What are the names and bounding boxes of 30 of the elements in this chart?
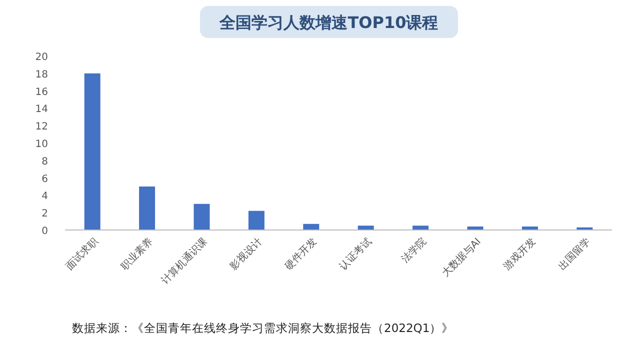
bar	[248, 210, 264, 230]
y-tick-label: 16	[35, 86, 48, 98]
y-tick-label: 20	[35, 52, 48, 63]
bar	[194, 204, 210, 230]
bar	[139, 186, 156, 230]
y-tick-label: 14	[35, 104, 48, 116]
y-tick-label: 8	[42, 156, 48, 168]
bar	[84, 73, 100, 230]
chart-title: 全国学习人数增速TOP10课程	[218, 13, 438, 32]
x-tick-label: 面试求职	[64, 236, 100, 272]
x-tick-label: 游戏开发	[501, 236, 538, 272]
y-tick-label: 6	[42, 174, 48, 185]
bar	[358, 226, 374, 230]
x-tick-label: 计算机通识课	[158, 236, 210, 287]
x-tick-label: 法学院	[398, 236, 429, 266]
y-tick-label: 12	[35, 122, 48, 133]
x-tick-label: 影视设计	[228, 236, 265, 272]
x-tick-label: 职业素养	[118, 236, 156, 272]
x-tick-label: 认证考试	[337, 236, 374, 272]
bar	[303, 224, 320, 230]
y-tick-label: 10	[35, 139, 48, 150]
y-tick-label: 0	[42, 226, 48, 237]
source-note: 数据来源：《全国青年在线终身学习需求洞察大数据报告（2022Q1）》	[72, 321, 454, 335]
y-tick-label: 2	[42, 208, 48, 220]
y-tick-label: 18	[35, 69, 48, 80]
x-tick-label: 大数据与AI	[440, 236, 484, 280]
x-tick-label: 硬件开发	[283, 236, 320, 272]
bar	[412, 226, 429, 230]
x-tick-label: 出国留学	[556, 236, 593, 272]
y-tick-label: 4	[42, 191, 48, 202]
